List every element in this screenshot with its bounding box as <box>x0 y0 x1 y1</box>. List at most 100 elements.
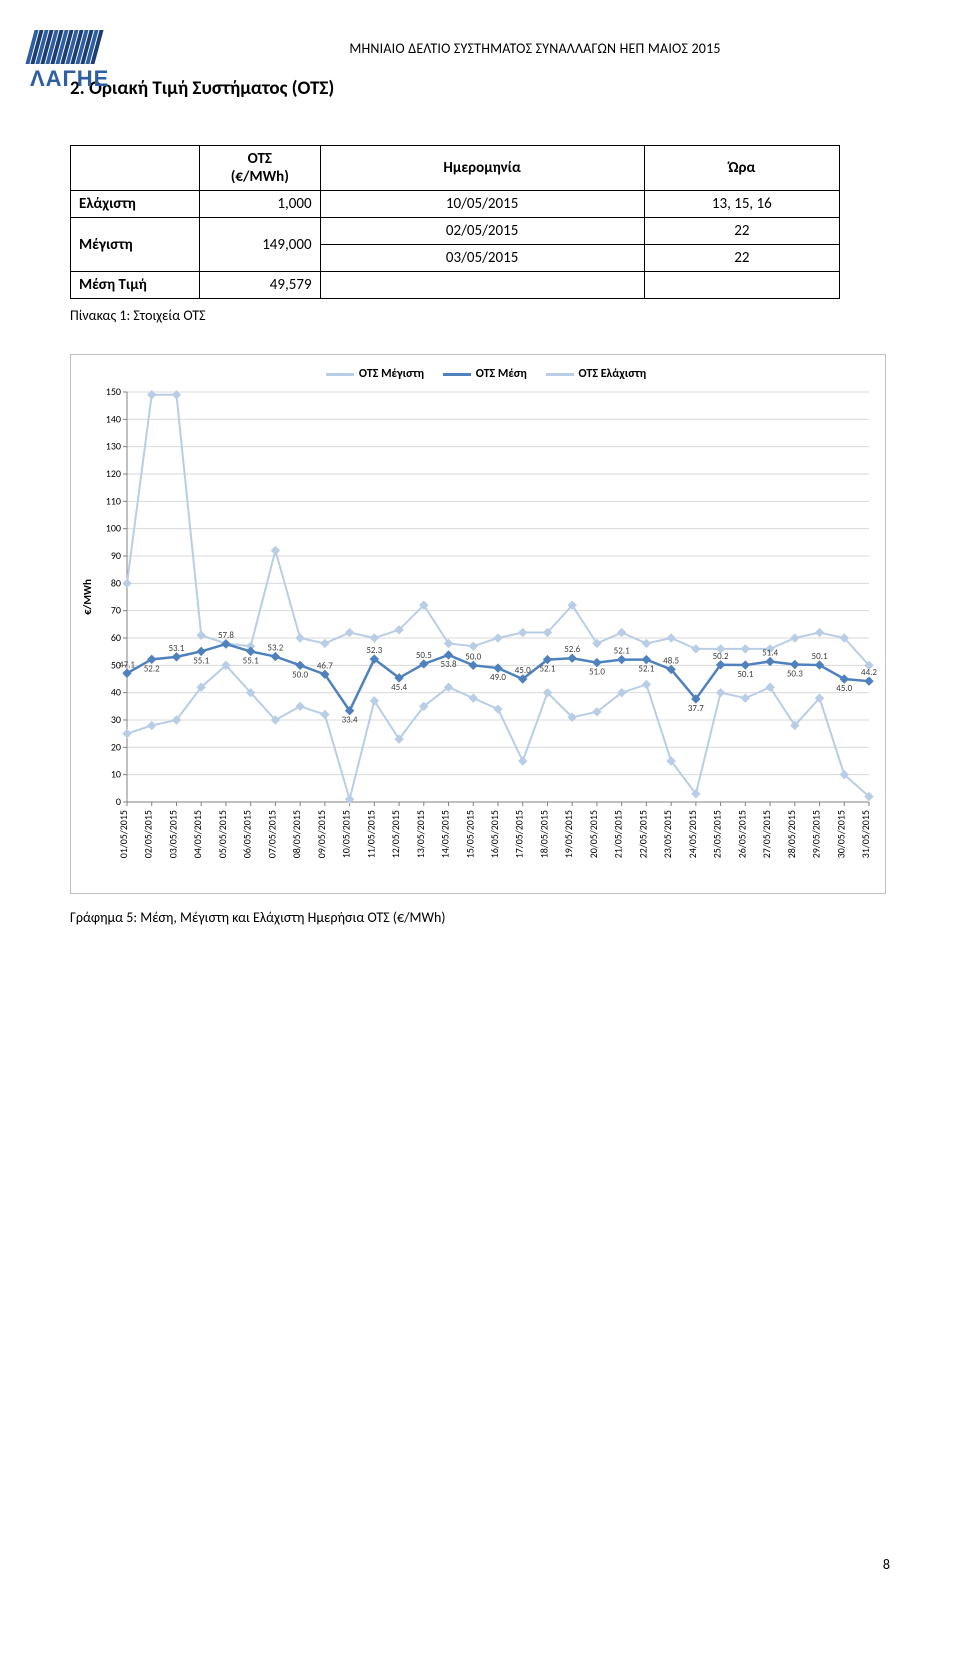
document-header: ΜΗΝΙΑΙΟ ΔΕΛΤΙΟ ΣΥΣΤΗΜΑΤΟΣ ΣΥΝΑΛΛΑΓΩΝ ΗΕΠ… <box>180 40 890 57</box>
ots-summary-table: ΟΤΣ (€/MWh) Ημερομηνία Ώρα Ελάχιστη 1,00… <box>70 145 840 299</box>
svg-text:80: 80 <box>111 576 121 589</box>
table-row: Ελάχιστη 1,000 10/05/2015 13, 15, 16 <box>71 191 840 218</box>
svg-text:70: 70 <box>111 604 121 617</box>
svg-text:120: 120 <box>106 467 121 480</box>
svg-text:50.0: 50.0 <box>465 651 481 662</box>
svg-text:50.3: 50.3 <box>787 669 803 680</box>
svg-text:110: 110 <box>106 494 121 507</box>
svg-text:150: 150 <box>106 387 121 398</box>
svg-text:25/05/2015: 25/05/2015 <box>711 810 724 858</box>
page-number: 8 <box>70 1556 890 1573</box>
svg-text:04/05/2015: 04/05/2015 <box>191 810 204 858</box>
svg-text:11/05/2015: 11/05/2015 <box>364 810 377 858</box>
svg-text:18/05/2015: 18/05/2015 <box>537 810 550 858</box>
svg-text:09/05/2015: 09/05/2015 <box>315 810 328 858</box>
svg-text:140: 140 <box>106 412 121 425</box>
svg-text:37.7: 37.7 <box>688 703 704 714</box>
row-max-date1: 02/05/2015 <box>320 218 644 245</box>
svg-text:12/05/2015: 12/05/2015 <box>389 810 402 858</box>
svg-text:44.2: 44.2 <box>861 667 877 678</box>
logo-text: ΛΑΓΗΕ <box>30 66 140 92</box>
row-max-hour1: 22 <box>644 218 839 245</box>
svg-text:28/05/2015: 28/05/2015 <box>785 810 798 858</box>
svg-text:06/05/2015: 06/05/2015 <box>241 810 254 858</box>
svg-text:130: 130 <box>106 440 121 453</box>
svg-text:52.1: 52.1 <box>539 664 555 675</box>
svg-text:13/05/2015: 13/05/2015 <box>414 810 427 858</box>
row-avg-label: Μέση Τιμή <box>71 272 200 299</box>
table-row: Μέση Τιμή 49,579 <box>71 272 840 299</box>
row-min-date: 10/05/2015 <box>320 191 644 218</box>
svg-text:50.0: 50.0 <box>292 669 308 680</box>
svg-text:07/05/2015: 07/05/2015 <box>265 810 278 858</box>
row-avg-value: 49,579 <box>200 272 321 299</box>
row-max-date2: 03/05/2015 <box>320 245 644 272</box>
svg-text:20/05/2015: 20/05/2015 <box>587 810 600 858</box>
chart-caption: Γράφημα 5: Μέση, Μέγιστη και Ελάχιστη Ημ… <box>70 909 890 926</box>
svg-text:50.1: 50.1 <box>737 669 753 680</box>
svg-text:02/05/2015: 02/05/2015 <box>142 810 155 858</box>
svg-text:53.1: 53.1 <box>168 643 184 654</box>
svg-text:22/05/2015: 22/05/2015 <box>636 810 649 858</box>
svg-text:52.2: 52.2 <box>144 663 160 674</box>
row-max-hour2: 22 <box>644 245 839 272</box>
svg-text:19/05/2015: 19/05/2015 <box>562 810 575 858</box>
svg-text:100: 100 <box>106 522 121 535</box>
row-avg-date <box>320 272 644 299</box>
svg-text:52.1: 52.1 <box>614 646 630 657</box>
svg-text:53.8: 53.8 <box>441 659 457 670</box>
section-title: 2. Οριακή Τιμή Συστήματος (ΟΤΣ) <box>70 77 890 100</box>
table-caption: Πίνακας 1: Στοιχεία ΟΤΣ <box>70 307 890 324</box>
svg-text:03/05/2015: 03/05/2015 <box>166 810 179 858</box>
logo: ΛΑΓΗΕ <box>30 30 140 95</box>
svg-text:53.2: 53.2 <box>267 643 283 654</box>
row-min-value: 1,000 <box>200 191 321 218</box>
svg-text:24/05/2015: 24/05/2015 <box>686 810 699 858</box>
svg-text:10: 10 <box>111 768 121 781</box>
legend-label: ΟΤΣ Μέγιστη <box>359 367 424 381</box>
th-date: Ημερομηνία <box>320 146 644 191</box>
svg-text:45.0: 45.0 <box>515 665 531 676</box>
svg-text:14/05/2015: 14/05/2015 <box>439 810 452 858</box>
chart-legend: ΟΤΣ Μέγιστη ΟΤΣ Μέση ΟΤΣ Ελάχιστη <box>77 367 879 381</box>
svg-text:50.2: 50.2 <box>713 651 729 662</box>
svg-text:47.1: 47.1 <box>119 659 135 670</box>
svg-text:60: 60 <box>111 631 121 644</box>
svg-text:10/05/2015: 10/05/2015 <box>340 810 353 858</box>
th-blank <box>71 146 200 191</box>
ots-chart: ΟΤΣ Μέγιστη ΟΤΣ Μέση ΟΤΣ Ελάχιστη 0 10 20 3… <box>70 354 886 894</box>
legend-label: ΟΤΣ Μέση <box>476 367 527 381</box>
svg-text:05/05/2015: 05/05/2015 <box>216 810 229 858</box>
row-max-value: 149,000 <box>200 218 321 272</box>
svg-text:30/05/2015: 30/05/2015 <box>834 810 847 858</box>
svg-text:27/05/2015: 27/05/2015 <box>760 810 773 858</box>
svg-text:45.4: 45.4 <box>391 682 407 693</box>
svg-text:57.8: 57.8 <box>218 630 234 641</box>
svg-text:08/05/2015: 08/05/2015 <box>290 810 303 858</box>
th-hour: Ώρα <box>644 146 839 191</box>
svg-text:52.6: 52.6 <box>564 644 580 655</box>
svg-text:€/MWh: €/MWh <box>81 579 94 615</box>
svg-text:55.1: 55.1 <box>243 656 259 667</box>
svg-text:31/05/2015: 31/05/2015 <box>859 810 872 858</box>
svg-text:23/05/2015: 23/05/2015 <box>661 810 674 858</box>
svg-text:40: 40 <box>111 686 121 699</box>
svg-text:0: 0 <box>116 795 121 808</box>
table-row: Μέγιστη 149,000 02/05/2015 22 <box>71 218 840 245</box>
row-avg-hour <box>644 272 839 299</box>
svg-text:51.0: 51.0 <box>589 667 605 678</box>
svg-text:15/05/2015: 15/05/2015 <box>463 810 476 858</box>
svg-text:21/05/2015: 21/05/2015 <box>612 810 625 858</box>
svg-text:30: 30 <box>111 713 121 726</box>
svg-text:51.4: 51.4 <box>762 648 778 659</box>
svg-text:45.0: 45.0 <box>836 683 852 694</box>
svg-text:01/05/2015: 01/05/2015 <box>117 810 130 858</box>
svg-text:26/05/2015: 26/05/2015 <box>735 810 748 858</box>
th-value: ΟΤΣ (€/MWh) <box>200 146 321 191</box>
row-min-label: Ελάχιστη <box>71 191 200 218</box>
svg-text:90: 90 <box>111 549 121 562</box>
svg-text:52.1: 52.1 <box>638 664 654 675</box>
chart-svg: 010203040506070809010011012013014015001/… <box>77 387 879 877</box>
svg-text:20: 20 <box>111 740 121 753</box>
svg-text:48.5: 48.5 <box>663 656 679 667</box>
